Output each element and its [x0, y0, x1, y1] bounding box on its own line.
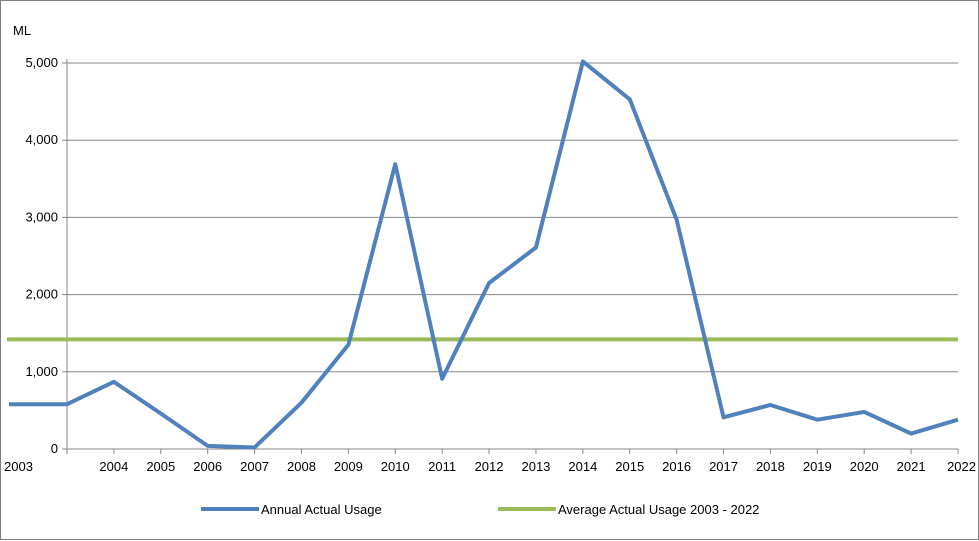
y-tick-label-2000: 2,000 — [25, 287, 58, 302]
y-tick-label-3000: 3,000 — [25, 209, 58, 224]
y-tick-labels: 0 1,000 2,000 3,000 4,000 5,000 — [25, 55, 58, 456]
series-line-0 — [9, 59, 959, 450]
legend-label-0: Annual Actual Usage — [261, 502, 382, 517]
y-tick-label-0: 0 — [51, 441, 58, 456]
legend: Annual Actual Usage Average Actual Usage … — [201, 502, 759, 517]
axes — [62, 59, 959, 454]
y-tick-label-5000: 5,000 — [25, 55, 58, 70]
x-tick-label-2006: 2006 — [193, 459, 222, 474]
y-tick-label-4000: 4,000 — [25, 132, 58, 147]
x-tick-label-2015: 2015 — [615, 459, 644, 474]
x-tick-label-2005: 2005 — [146, 459, 175, 474]
gridlines — [67, 62, 958, 373]
x-tick-label-2003: 2003 — [4, 459, 33, 474]
x-tick-label-2021: 2021 — [897, 459, 926, 474]
x-tick-label-2013: 2013 — [521, 459, 550, 474]
x-tick-label-2008: 2008 — [287, 459, 316, 474]
y-axis-label: ML — [13, 23, 31, 38]
series-lines — [7, 59, 959, 450]
x-tick-label-2020: 2020 — [850, 459, 879, 474]
x-tick-label-2017: 2017 — [709, 459, 738, 474]
x-tick-label-2016: 2016 — [662, 459, 691, 474]
x-tick-labels: 2003 2004 2005 2006 2007 2008 2009 2010 2011 2012… — [4, 459, 976, 474]
x-tick-label-2007: 2007 — [240, 459, 269, 474]
x-tick-label-2010: 2010 — [381, 459, 410, 474]
x-tick-label-2012: 2012 — [475, 459, 504, 474]
x-tick-label-2022: 2022 — [947, 459, 976, 474]
x-tick-label-2004: 2004 — [99, 459, 128, 474]
legend-label-1: Average Actual Usage 2003 - 2022 — [558, 502, 759, 517]
x-tick-label-2014: 2014 — [568, 459, 597, 474]
x-tick-label-2018: 2018 — [756, 459, 785, 474]
x-tick-label-2011: 2011 — [428, 459, 456, 474]
x-tick-label-2009: 2009 — [334, 459, 363, 474]
y-tick-label-1000: 1,000 — [25, 364, 58, 379]
x-tick-label-2019: 2019 — [803, 459, 832, 474]
